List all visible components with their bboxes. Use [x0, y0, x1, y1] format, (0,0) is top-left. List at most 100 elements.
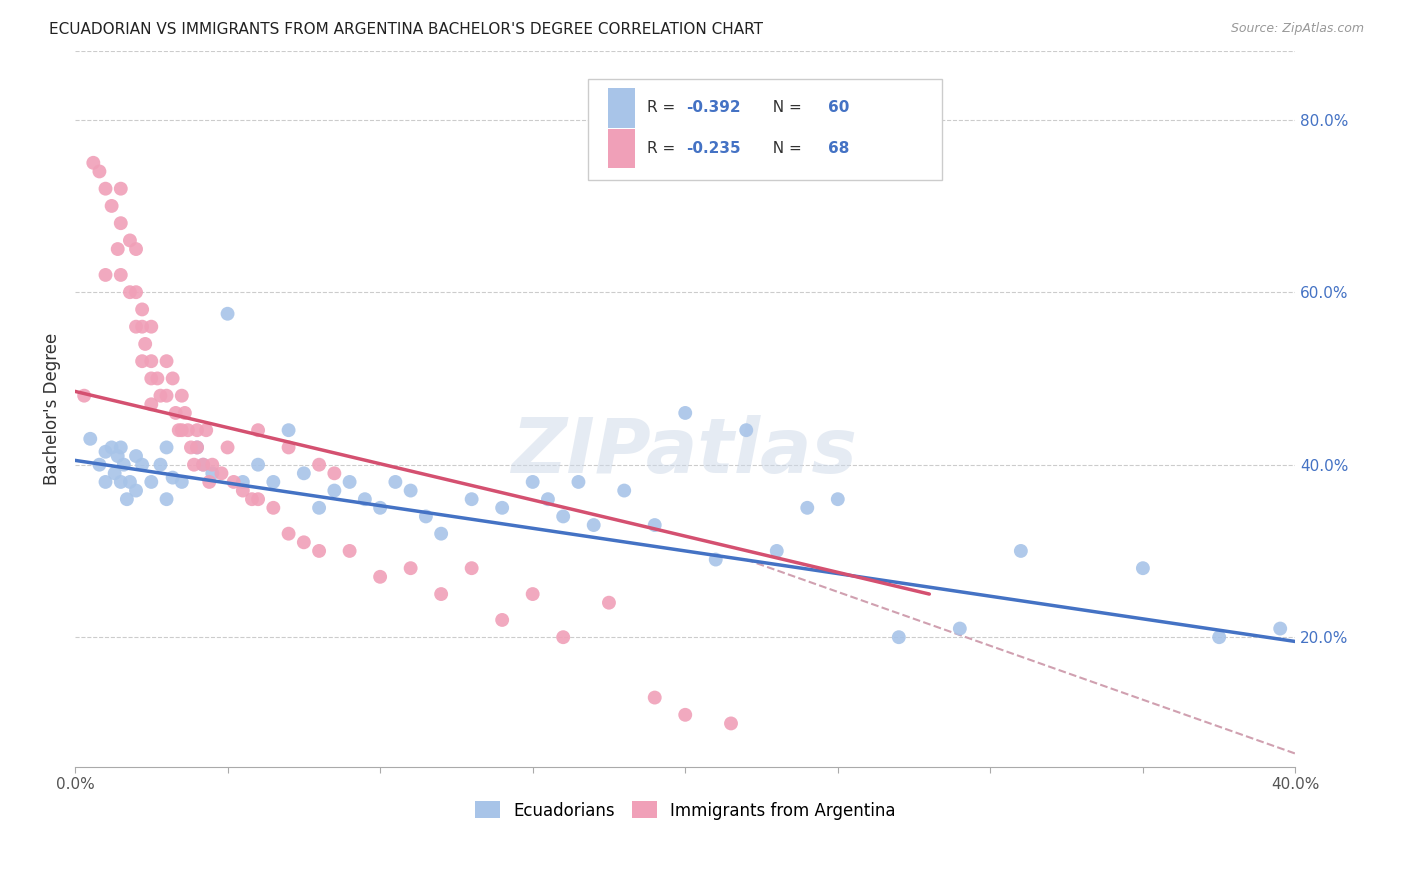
- Text: R =: R =: [647, 141, 681, 156]
- Point: [141, 354, 163, 368]
- Point: [491, 613, 513, 627]
- Point: [553, 509, 575, 524]
- Point: [354, 492, 377, 507]
- Point: [146, 371, 169, 385]
- Text: ZIPatlas: ZIPatlas: [512, 415, 858, 489]
- Point: [1010, 544, 1032, 558]
- Text: Source: ZipAtlas.com: Source: ZipAtlas.com: [1230, 22, 1364, 36]
- Point: [155, 492, 177, 507]
- Point: [460, 561, 482, 575]
- Point: [165, 406, 187, 420]
- Point: [232, 475, 254, 489]
- Point: [827, 492, 849, 507]
- Point: [292, 467, 315, 481]
- Point: [277, 441, 299, 455]
- Point: [155, 389, 177, 403]
- Point: [125, 285, 148, 300]
- Point: [247, 492, 270, 507]
- Point: [94, 444, 117, 458]
- Point: [73, 389, 96, 403]
- Point: [292, 535, 315, 549]
- Point: [155, 441, 177, 455]
- Text: -0.235: -0.235: [686, 141, 741, 156]
- Point: [673, 406, 696, 420]
- Point: [191, 458, 214, 472]
- Bar: [609, 129, 636, 169]
- Point: [162, 470, 184, 484]
- Point: [149, 389, 172, 403]
- Point: [94, 268, 117, 282]
- Point: [537, 492, 560, 507]
- Point: [125, 242, 148, 256]
- Point: [180, 441, 202, 455]
- Point: [131, 319, 153, 334]
- Point: [582, 518, 605, 533]
- Text: -0.392: -0.392: [686, 101, 741, 115]
- Point: [240, 492, 263, 507]
- Legend: Ecuadorians, Immigrants from Argentina: Ecuadorians, Immigrants from Argentina: [468, 795, 903, 826]
- Point: [110, 441, 132, 455]
- Point: [217, 307, 239, 321]
- Point: [765, 544, 787, 558]
- Point: [720, 716, 742, 731]
- Point: [262, 475, 284, 489]
- Point: [104, 467, 127, 481]
- Point: [115, 492, 138, 507]
- Point: [186, 441, 208, 455]
- Point: [186, 423, 208, 437]
- Bar: [609, 88, 636, 128]
- Text: N =: N =: [763, 141, 807, 156]
- Point: [149, 458, 172, 472]
- Point: [201, 467, 224, 481]
- Point: [247, 458, 270, 472]
- Point: [323, 483, 346, 498]
- Point: [796, 500, 818, 515]
- Point: [183, 458, 205, 472]
- Point: [89, 164, 111, 178]
- Point: [195, 423, 218, 437]
- Text: 60: 60: [828, 101, 849, 115]
- Point: [247, 423, 270, 437]
- Point: [110, 182, 132, 196]
- Point: [170, 389, 193, 403]
- Point: [399, 561, 422, 575]
- Point: [131, 354, 153, 368]
- Text: N =: N =: [763, 101, 807, 115]
- Point: [89, 458, 111, 472]
- Point: [94, 475, 117, 489]
- Point: [167, 423, 190, 437]
- Point: [201, 458, 224, 472]
- Point: [170, 423, 193, 437]
- Point: [323, 467, 346, 481]
- Point: [430, 587, 453, 601]
- Point: [125, 483, 148, 498]
- Point: [141, 475, 163, 489]
- Point: [415, 509, 437, 524]
- Point: [82, 156, 104, 170]
- Point: [522, 475, 544, 489]
- Point: [949, 622, 972, 636]
- Point: [125, 319, 148, 334]
- Point: [131, 302, 153, 317]
- Point: [277, 423, 299, 437]
- Text: R =: R =: [647, 101, 681, 115]
- Point: [491, 500, 513, 515]
- Text: ECUADORIAN VS IMMIGRANTS FROM ARGENTINA BACHELOR'S DEGREE CORRELATION CHART: ECUADORIAN VS IMMIGRANTS FROM ARGENTINA …: [49, 22, 763, 37]
- Point: [177, 423, 200, 437]
- Point: [522, 587, 544, 601]
- Point: [118, 234, 141, 248]
- Point: [141, 397, 163, 411]
- Point: [110, 475, 132, 489]
- Point: [613, 483, 636, 498]
- Point: [460, 492, 482, 507]
- Point: [191, 458, 214, 472]
- Point: [155, 354, 177, 368]
- Point: [162, 371, 184, 385]
- Point: [118, 475, 141, 489]
- Point: [308, 500, 330, 515]
- Point: [211, 467, 233, 481]
- Point: [553, 630, 575, 644]
- Point: [100, 441, 122, 455]
- Point: [222, 475, 245, 489]
- Point: [567, 475, 589, 489]
